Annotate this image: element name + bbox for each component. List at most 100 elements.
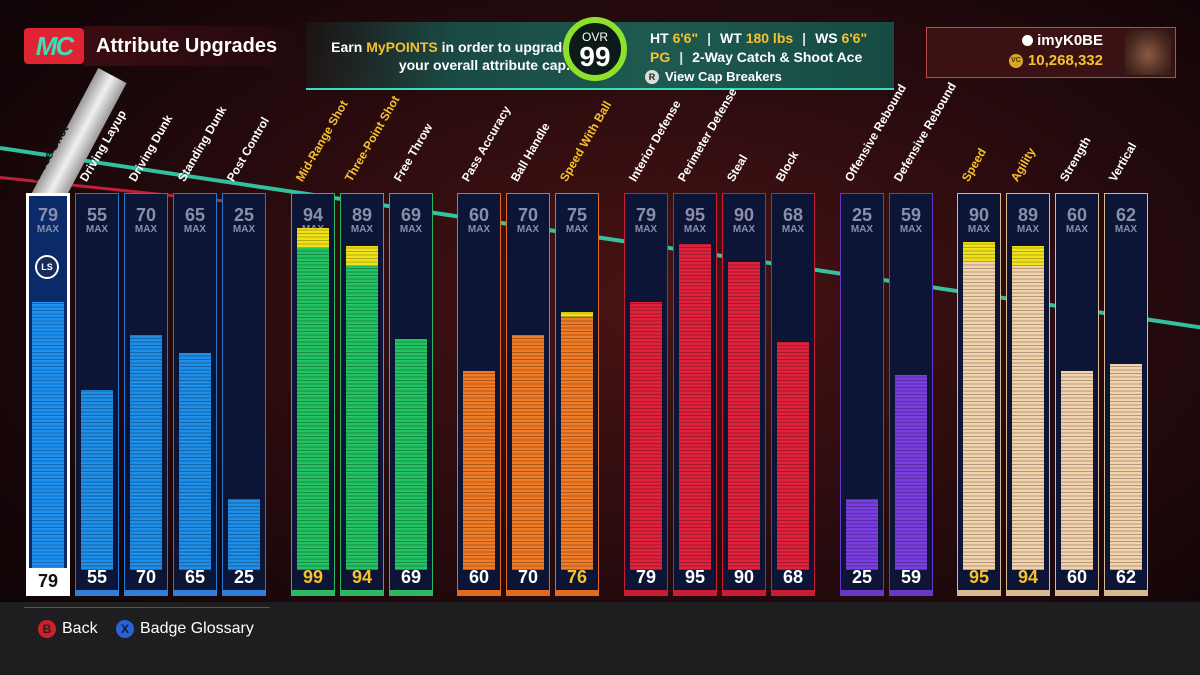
attribute-label: Free Throw [390, 120, 436, 184]
attribute-label: Speed With Ball [556, 98, 615, 184]
player-build: PG | 2-Way Catch & Shoot Ace [650, 49, 863, 65]
attribute-fill [963, 262, 995, 570]
attribute-column-offensive-rebound[interactable]: 25 MAX 25 Offensive Rebound [840, 82, 909, 596]
max-label: MAX [1016, 224, 1040, 235]
attribute-cap: 90 [733, 205, 755, 225]
max-label: MAX [1114, 224, 1138, 235]
max-label: MAX [1065, 224, 1089, 235]
b-button-icon: B [38, 620, 56, 638]
attribute-base [1104, 590, 1148, 596]
attribute-column-strength[interactable]: 60 MAX 60 Strength [1055, 134, 1099, 596]
max-label: MAX [732, 224, 756, 235]
attribute-value: 94 [351, 567, 373, 587]
max-label: MAX [134, 224, 158, 235]
attribute-fill [395, 339, 427, 570]
attribute-column-ball-handle[interactable]: 70 MAX 70 Ball Handle [506, 120, 553, 596]
attribute-base [1006, 590, 1050, 596]
attribute-value: 70 [517, 567, 539, 587]
attribute-base [222, 590, 266, 596]
attribute-cap: 25 [233, 205, 255, 225]
attribute-value: 76 [566, 567, 588, 587]
attribute-label: Ball Handle [507, 120, 553, 184]
attribute-cap: 69 [400, 205, 422, 225]
attribute-label: Agility [1007, 145, 1039, 184]
attribute-label: Strength [1056, 134, 1094, 184]
attribute-cap: 65 [184, 205, 206, 225]
attribute-column-pass-accuracy[interactable]: 60 MAX 60 Pass Accuracy [457, 103, 513, 596]
max-label: MAX [967, 224, 991, 235]
attribute-value: 79 [635, 567, 657, 587]
attribute-value: 65 [184, 567, 206, 587]
attribute-fill [1110, 364, 1142, 570]
attribute-base [75, 590, 119, 596]
attribute-fill [297, 248, 329, 570]
position-value: PG [650, 49, 671, 65]
attribute-value: 70 [135, 567, 157, 587]
attribute-column-speed-with-ball[interactable]: 75 MAX 76 Speed With Ball [555, 99, 614, 596]
attribute-label: Steal [723, 152, 751, 184]
attribute-column-standing-dunk[interactable]: 65 MAX 65 Standing Dunk [173, 104, 229, 596]
badge-glossary-button[interactable]: X Badge Glossary [116, 620, 254, 638]
attribute-base [722, 590, 766, 596]
attribute-cap: 75 [566, 205, 588, 225]
attribute-column-defensive-rebound[interactable]: 59 MAX 59 Defensive Rebound [889, 80, 959, 596]
height-label: HT [650, 30, 669, 46]
view-cap-breakers-button[interactable]: R View Cap Breakers [645, 69, 782, 84]
max-label: MAX [634, 224, 658, 235]
mycareer-logo: MC [24, 28, 84, 64]
attribute-fill [130, 335, 162, 570]
attribute-column-agility[interactable]: 89 MAX 94 Agility [1006, 145, 1050, 596]
weight-value: 180 lbs [745, 30, 794, 46]
attribute-cap: 60 [468, 205, 490, 225]
attribute-value: 25 [851, 567, 873, 587]
attribute-column-driving-dunk[interactable]: 70 MAX 70 Driving Dunk [124, 112, 175, 596]
attribute-fill [81, 390, 113, 570]
attribute-boost [297, 228, 329, 248]
attribute-column-steal[interactable]: 90 MAX 90 Steal [722, 152, 766, 596]
gamertag-text: imyK0BE [1037, 32, 1103, 49]
attribute-fill [463, 371, 495, 570]
attribute-base [624, 590, 668, 596]
ls-stick-icon: LS [35, 255, 59, 279]
max-label: MAX [781, 224, 805, 235]
attribute-column-perimeter-defense[interactable]: 95 MAX 95 Perimeter Defense [673, 86, 740, 596]
attribute-cap: 55 [86, 205, 108, 225]
attribute-column-post-control[interactable]: 25 MAX 25 Post Control [222, 115, 272, 596]
weight-label: WT [720, 30, 742, 46]
max-label: MAX [565, 224, 589, 235]
attribute-fill [630, 302, 662, 570]
attribute-fill [895, 375, 927, 570]
max-label: MAX [399, 224, 423, 235]
attribute-fill [561, 317, 593, 570]
attribute-base [673, 590, 717, 596]
vc-balance-text: 10,268,332 [1027, 52, 1103, 69]
earn-suffix: in order to upgrade [437, 39, 570, 55]
height-value: 6'6" [672, 30, 699, 46]
earn-line-2: your overall attribute cap. [398, 57, 570, 73]
attribute-column-free-throw[interactable]: 69 MAX 69 Free Throw [389, 121, 435, 596]
attribute-column-three-point-shot[interactable]: 89 MAX 94 Three-Point Shot [340, 93, 402, 596]
attribute-value: 60 [1066, 567, 1088, 587]
attribute-value: 59 [900, 567, 922, 587]
attribute-value: 68 [782, 567, 804, 587]
attribute-value: 60 [468, 567, 490, 587]
attribute-base [840, 590, 884, 596]
attribute-column-block[interactable]: 68 MAX 68 Block [771, 149, 815, 596]
attribute-cap: 89 [1017, 205, 1039, 225]
attribute-column-close-shot[interactable]: 79 MAX LS 79 Close Shot [26, 123, 71, 596]
attribute-base [173, 590, 217, 596]
attribute-cap: 25 [851, 205, 873, 225]
attribute-column-speed[interactable]: 90 MAX 95 Speed [957, 146, 1001, 596]
attribute-fill [728, 262, 760, 570]
back-button[interactable]: B Back [38, 620, 98, 638]
attribute-column-driving-layup[interactable]: 55 MAX 55 Driving Layup [75, 108, 129, 596]
max-label: MAX [899, 224, 923, 235]
attribute-column-mid-range-shot[interactable]: 94MAX99Mid-Range Shot [291, 98, 351, 596]
attribute-boost [1012, 246, 1044, 266]
attribute-cap: 79 [635, 205, 657, 225]
title-bar: Attribute Upgrades [84, 26, 309, 66]
attribute-column-interior-defense[interactable]: 79 MAX 79 Interior Defense [624, 98, 684, 596]
ovr-value: 99 [579, 41, 611, 72]
attribute-column-vertical[interactable]: 62 MAX 62 Vertical [1104, 140, 1148, 596]
attribute-fill [1061, 371, 1093, 570]
